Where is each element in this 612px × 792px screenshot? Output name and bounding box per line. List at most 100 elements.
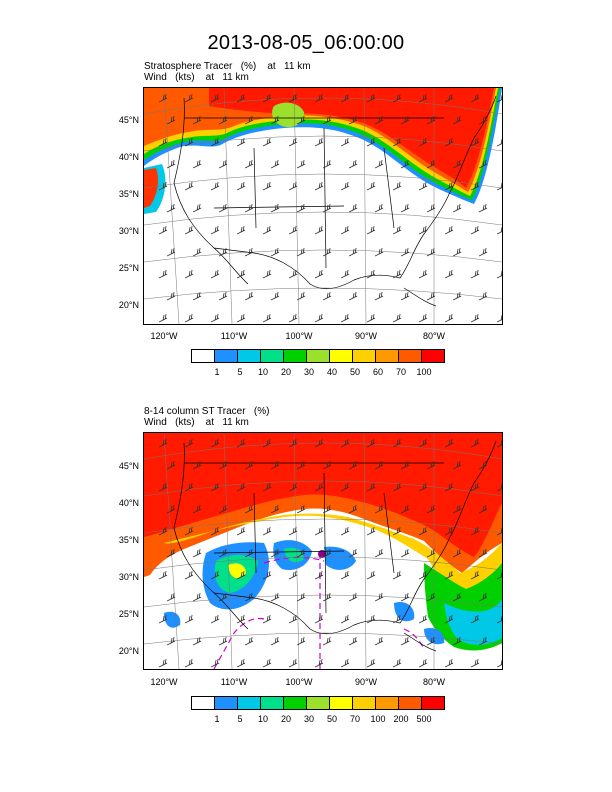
wind-barb [348,291,358,301]
wind-barb [392,181,402,191]
wind-barb [400,504,410,514]
wind-barb [470,137,480,147]
panel2-lon-label: 90°W [354,677,378,687]
wind-barb [444,482,454,492]
wind-barb [478,636,488,646]
wind-barb [314,313,324,323]
wind-barb [184,313,194,323]
colorbar-swatch [353,350,376,362]
wind-barb [470,438,480,448]
wind-barb [426,159,436,169]
panel2-lat-label: 25°N [118,609,139,619]
wind-barb [236,181,246,191]
panel2-lat-label: 30°N [118,572,139,582]
wind-barb [322,247,332,257]
wind-barb [452,291,462,301]
wind-barb [374,636,384,646]
panel1-lat-label: 25°N [118,263,139,273]
panel1-tracer-green-patch [272,102,305,128]
panel1-colorbar-label: 1 [214,367,220,377]
wind-barb [452,460,462,470]
colorbar-swatch [192,697,215,709]
wind-barb [288,614,298,624]
page-title: 2013-08-05_06:00:00 [207,32,405,54]
wind-barb [262,526,272,536]
wind-barb [270,592,280,602]
wind-barb [444,658,454,668]
wind-barb [210,137,220,147]
wind-barb [192,504,202,514]
wind-barb [270,291,280,301]
wind-barb [444,181,454,191]
panel1-title-line1: Stratosphere Tracer (%) at 11 km [144,61,311,72]
wind-barb [166,159,176,169]
wind-barb [444,225,454,235]
panel2-colorbar-labels: 1 5 10 20 30 50 70 100 200 500 [191,714,451,726]
wind-barb [158,482,168,492]
wind-barb [348,460,358,470]
panel1-colorbar-label: 10 [257,367,268,377]
wind-barb [244,504,254,514]
wind-barb [392,313,402,323]
panel1-colorbar-label: 70 [395,367,406,377]
panel2-lat-label: 40°N [118,498,139,508]
wind-barb [366,570,376,580]
wind-barb [192,291,202,301]
wind-barb [288,658,298,668]
wind-barb [314,526,324,536]
wind-barb [236,482,246,492]
wind-barb [340,570,350,580]
wind-barb [244,636,254,646]
wind-barb [166,203,176,213]
wind-barb [262,181,272,191]
wind-barb [270,460,280,470]
wind-barb [218,291,228,301]
panel2-title-line2: Wind (kts) at 11 km [144,417,249,428]
wind-barb [366,313,376,323]
wind-barb [288,269,298,279]
colorbar-swatch [422,350,444,362]
wind-barb [314,482,324,492]
wind-barb [418,614,428,624]
wind-barb [400,636,410,646]
wind-barb [444,438,454,448]
panel1-lon-label: 100°W [285,331,313,341]
wind-barb [314,614,324,624]
panel2-lat-label: 45°N [118,461,139,471]
panel1-tracer-red [209,88,494,188]
wind-barb [184,614,194,624]
wind-barb [418,482,428,492]
panel1-colorbar-label: 60 [372,367,383,377]
panel2-title-line1: 8-14 column ST Tracer (%) [144,406,270,417]
wind-barb [296,592,306,602]
wind-barb [288,438,298,448]
wind-barb [296,247,306,257]
wind-barb [218,159,228,169]
wind-barb [314,658,324,668]
wind-barb [236,614,246,624]
wind-barb [244,548,254,558]
colorbar-swatch [376,350,399,362]
wind-barb [470,93,480,103]
panel2-map [143,432,503,670]
wind-barb [340,137,350,147]
colorbar-swatch [330,697,353,709]
panel1-lon-label: 110°W [220,331,248,341]
panel2-colorbar-label: 100 [370,714,386,724]
wind-barb [340,658,350,668]
colorbar-swatch [399,697,422,709]
wind-barb [426,291,436,301]
wind-barb [374,460,384,470]
wind-barb [340,482,350,492]
wind-barb [236,93,246,103]
panel2-colorbar-label: 20 [280,714,291,724]
panel1-colorbar-label: 40 [326,367,337,377]
wind-barb [210,482,220,492]
wind-barb [418,181,428,191]
colorbar-swatch [330,350,353,362]
wind-barb [158,313,168,323]
wind-barb [184,181,194,191]
wind-barb [478,592,488,602]
wind-barb [184,482,194,492]
wind-barb [478,548,488,558]
